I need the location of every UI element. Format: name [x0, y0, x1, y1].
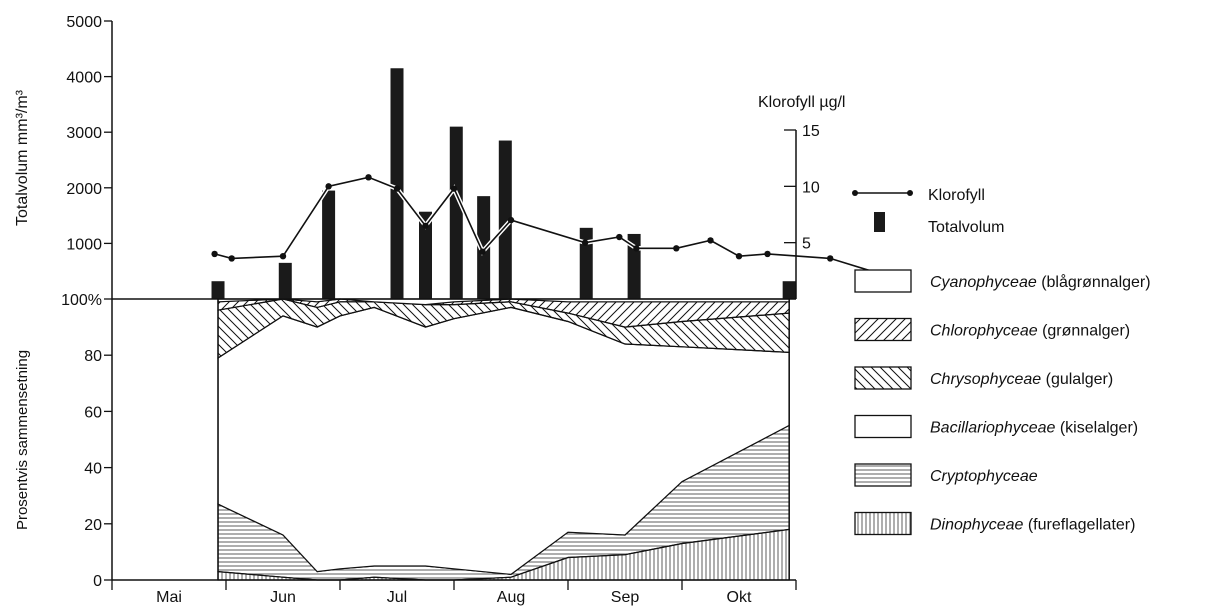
bottom-tick-label: 100% [61, 292, 102, 309]
klorofyll-point-9 [479, 248, 486, 255]
klorofyll-point-14 [673, 245, 680, 252]
legend: Klorofyll Totalvolum Cyanophyceae (blågrøn… [852, 187, 1151, 536]
legend-swatch-chrysophyceae [854, 366, 912, 390]
legend-label-dinophyceae: Dinophyceae (fureflagellater) [930, 517, 1135, 534]
bottom-tick-label: 0 [93, 573, 102, 590]
klorofyll-point-13 [633, 245, 640, 252]
legend-label-chrysophyceae: Chrysophyceae (gulalger) [930, 371, 1113, 388]
bar-totalvolum-8 [498, 140, 512, 299]
klorofyll-series [211, 174, 885, 278]
klorofyll-point-16 [735, 252, 743, 260]
right-tick-label: 5 [802, 236, 811, 253]
bar-totalvolum-9 [579, 227, 593, 299]
legend-swatch-cyanophyceae [854, 269, 912, 293]
legend-line-marker [852, 190, 858, 196]
bar-totalvolum-3 [322, 190, 336, 299]
x-tick-label-okt: Okt [727, 589, 752, 606]
klorofyll-point-5 [365, 174, 372, 181]
bar-totalvolum-1 [211, 281, 225, 299]
legend-label-bar: Totalvolum [928, 219, 1004, 236]
top-panel-bars [211, 68, 796, 299]
left-tick-label: 2000 [66, 181, 102, 198]
legend-label-bacillariophyceae: Bacillariophyceae (kiselalger) [930, 420, 1138, 437]
klorofyll-point-8 [450, 185, 458, 192]
bar-totalvolum-5 [419, 211, 432, 299]
left-tick-label: 3000 [66, 125, 102, 142]
bar-totalvolum-2 [278, 262, 292, 299]
left-axis-title: Totalvolum mm³/m³ [14, 89, 31, 226]
bottom-panel-areas [217, 298, 790, 581]
legend-bar-sample [874, 212, 885, 232]
bottom-tick-label: 40 [84, 461, 102, 478]
klorofyll-point-18 [827, 255, 834, 262]
left-tick-label: 4000 [66, 70, 102, 87]
right-tick-label: 15 [802, 123, 820, 140]
klorofyll-point-17 [764, 250, 771, 258]
klorofyll-line [214, 176, 882, 275]
legend-label-line: Klorofyll [928, 187, 985, 204]
left-tick-label: 5000 [66, 14, 102, 31]
klorofyll-point-6 [393, 185, 401, 192]
klorofyll-point-11 [581, 239, 589, 246]
klorofyll-point-12 [616, 233, 623, 241]
bottom-axis-title: Prosentvis sammensetning [14, 350, 31, 530]
x-tick-label-mai: Mai [156, 589, 182, 606]
axes: 5000 4000 3000 2000 1000 15 10 5 100% 80 60 40 20 0 Ma… [61, 14, 820, 606]
right-axis-title: Klorofyll µg/l [758, 94, 845, 111]
legend-swatch-dinophyceae [854, 511, 912, 536]
bottom-tick-label: 60 [84, 404, 102, 421]
x-tick-label-sep: Sep [611, 589, 640, 606]
bottom-tick-label: 20 [84, 517, 102, 534]
klorofyll-point-3 [279, 252, 287, 260]
legend-label-cyanophyceae: Cyanophyceae (blågrønnalger) [930, 273, 1151, 291]
klorofyll-point-2 [228, 255, 235, 262]
klorofyll-point-1 [211, 250, 218, 258]
klorofyll-point-15 [707, 237, 714, 244]
klorofyll-point-4 [325, 183, 332, 190]
legend-line-marker [907, 190, 913, 196]
legend-label-cryptophyceae: Cryptophyceae [930, 468, 1038, 485]
legend-swatch-chlorophyceae [854, 317, 912, 342]
legend-swatch-cryptophyceae [854, 463, 912, 487]
legend-label-chlorophyceae: Chlorophyceae (grønnalger) [930, 323, 1130, 340]
klorofyll-point-7 [422, 222, 429, 229]
legend-swatch-bacillariophyceae [854, 414, 912, 439]
bar-totalvolum-4 [390, 68, 404, 299]
bar-totalvolum-6 [449, 126, 463, 299]
bar-totalvolum-11 [782, 281, 796, 299]
left-tick-label: 1000 [66, 236, 102, 253]
right-tick-label: 10 [802, 179, 820, 196]
x-tick-label-jul: Jul [387, 589, 407, 606]
klorofyll-point-10 [507, 216, 515, 224]
x-tick-label-aug: Aug [497, 589, 525, 606]
x-tick-label-jun: Jun [270, 589, 296, 606]
bottom-tick-label: 80 [84, 348, 102, 365]
klorofyll-line-halo [214, 174, 883, 277]
